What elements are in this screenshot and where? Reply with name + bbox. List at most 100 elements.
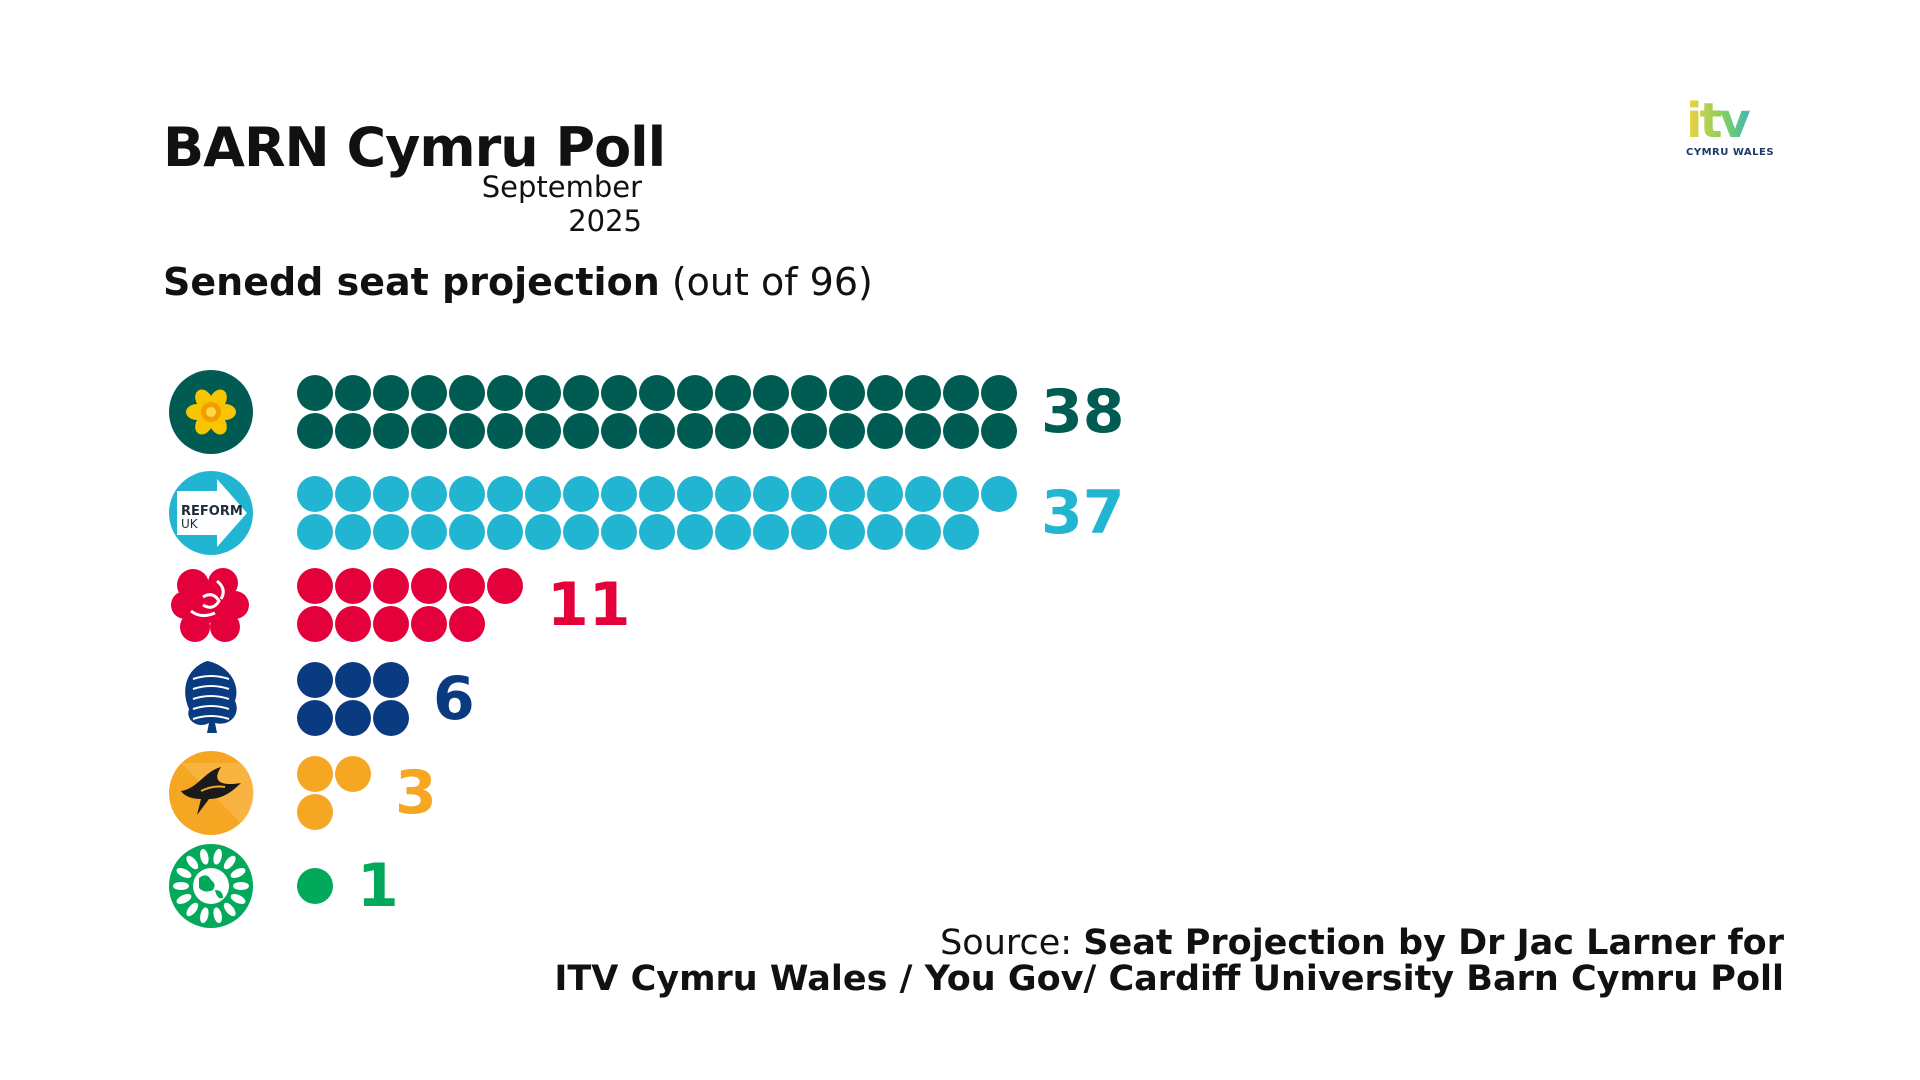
seat-dot [601, 476, 637, 512]
seat-dot [981, 375, 1017, 411]
seat-dot [905, 375, 941, 411]
seat-dot [639, 375, 675, 411]
seat-dot [677, 514, 713, 550]
party-row-green: 1 [169, 844, 399, 928]
seat-dot [373, 662, 409, 698]
seat-dot [753, 514, 789, 550]
seat-dot [601, 375, 637, 411]
seat-dot [297, 413, 333, 449]
seat-dot [867, 514, 903, 550]
seat-dot [411, 514, 447, 550]
dove-icon [169, 751, 254, 835]
itv-cymru-wales-logo: itv CYMRU WALES [1686, 96, 1786, 166]
seat-dot [449, 606, 485, 642]
seat-dot [943, 514, 979, 550]
seat-dot [335, 756, 371, 792]
seat-dot [905, 514, 941, 550]
seat-dot [411, 375, 447, 411]
seat-dot [829, 514, 865, 550]
seat-dot [373, 514, 409, 550]
seat-dot [297, 375, 333, 411]
seat-dot [373, 568, 409, 604]
seat-dot [335, 514, 371, 550]
seat-dot [677, 375, 713, 411]
seat-dot [297, 868, 333, 904]
page-title: BARN Cymru Poll [163, 116, 666, 179]
projection-heading: Senedd seat projection (out of 96) [163, 258, 873, 306]
rose-icon [169, 563, 253, 647]
svg-text:REFORM: REFORM [181, 504, 243, 519]
seat-dot [791, 476, 827, 512]
seat-dot [411, 568, 447, 604]
seat-dot [297, 514, 333, 550]
seat-dot [335, 476, 371, 512]
seat-dot [943, 413, 979, 449]
itv-logo-subtitle: CYMRU WALES [1686, 147, 1775, 158]
seat-dot [335, 700, 371, 736]
seat-dot [601, 514, 637, 550]
seat-count-label: 1 [357, 851, 399, 921]
seat-dot [905, 476, 941, 512]
seat-dot [525, 375, 561, 411]
seat-dot [411, 413, 447, 449]
seat-dot [753, 476, 789, 512]
seat-dot [677, 476, 713, 512]
seat-dot [449, 375, 485, 411]
party-row-conservatives: 6 [169, 657, 475, 741]
seat-dot [867, 476, 903, 512]
seat-count-label: 6 [433, 664, 475, 734]
seat-dot [639, 413, 675, 449]
seat-dot [563, 514, 599, 550]
seat-dot [297, 700, 333, 736]
seat-dot [753, 413, 789, 449]
seat-dot [297, 476, 333, 512]
projection-heading-rest: (out of 96) [671, 260, 873, 304]
seat-dot [525, 476, 561, 512]
seat-dot [373, 700, 409, 736]
seat-dot [373, 606, 409, 642]
itv-logo-icon: itv [1686, 96, 1786, 146]
seat-count-label: 37 [1041, 478, 1125, 548]
party-row-liberal-democrats: 3 [169, 751, 437, 835]
seat-dot [905, 413, 941, 449]
seat-dot [563, 375, 599, 411]
seat-dot [677, 413, 713, 449]
seat-dot [487, 413, 523, 449]
source-line-2: ITV Cymru Wales / You Gov/ Cardiff Unive… [554, 959, 1784, 999]
seat-dot [829, 476, 865, 512]
seat-dot [487, 476, 523, 512]
seat-dot [563, 413, 599, 449]
seat-dot [487, 375, 523, 411]
seat-dot [411, 476, 447, 512]
seat-dot [791, 413, 827, 449]
tree-icon [169, 657, 253, 741]
seat-count-label: 38 [1041, 377, 1125, 447]
seat-dot [373, 476, 409, 512]
seat-dot [335, 606, 371, 642]
seat-dot [639, 514, 675, 550]
party-row-plaid-cymru: 38 [169, 370, 1125, 454]
svg-text:UK: UK [181, 517, 199, 531]
seat-dot [449, 476, 485, 512]
seat-dot [297, 794, 333, 830]
seat-dot [525, 514, 561, 550]
seat-dot [753, 375, 789, 411]
daffodil-icon [169, 370, 253, 454]
globe-leaves-icon [169, 844, 253, 928]
seat-dot [943, 375, 979, 411]
source-note: Source: Seat Projection by Dr Jac Larner… [484, 925, 1784, 997]
seat-dot [449, 413, 485, 449]
seat-dot [411, 606, 447, 642]
seat-dot [981, 476, 1017, 512]
seat-dot [525, 413, 561, 449]
seat-dot [373, 375, 409, 411]
seat-dot [981, 413, 1017, 449]
seat-dot [715, 514, 751, 550]
seat-dot [335, 662, 371, 698]
seat-dot [297, 756, 333, 792]
seat-dot [639, 476, 675, 512]
seat-dot [335, 413, 371, 449]
page-subtitle: September 2025 [481, 170, 642, 238]
